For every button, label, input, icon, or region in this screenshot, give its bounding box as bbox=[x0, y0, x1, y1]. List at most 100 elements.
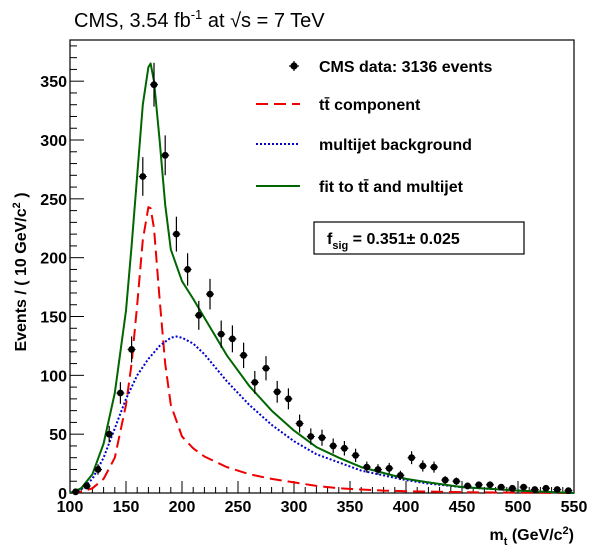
x-tick-label: 350 bbox=[337, 499, 364, 516]
x-tick-label: 400 bbox=[393, 499, 420, 516]
data-point bbox=[497, 483, 506, 491]
data-marker bbox=[318, 434, 326, 442]
data-point bbox=[194, 300, 203, 330]
plot-frame bbox=[69, 39, 575, 494]
y-tick-label: 0 bbox=[58, 486, 67, 503]
data-marker bbox=[441, 476, 449, 484]
data-point bbox=[340, 441, 349, 456]
legend-label-multijet: multijet background bbox=[319, 137, 472, 154]
data-marker bbox=[419, 462, 427, 470]
data-marker bbox=[240, 351, 248, 359]
data-point bbox=[262, 356, 270, 381]
data-marker bbox=[83, 482, 91, 490]
data-point bbox=[407, 451, 416, 465]
data-marker bbox=[385, 464, 393, 472]
legend-label-ttbar: tt̄ component bbox=[319, 96, 421, 114]
data-marker bbox=[553, 486, 561, 493]
data-marker bbox=[542, 484, 550, 492]
legend-item-data: CMS data: 3136 events bbox=[289, 59, 493, 76]
data-marker bbox=[128, 346, 136, 353]
legend-item-fit: fit to tt̄ and multijet bbox=[256, 178, 464, 196]
curves bbox=[69, 62, 575, 494]
curve-dotted bbox=[69, 335, 575, 494]
data-marker bbox=[408, 454, 415, 462]
y-tick-label: 100 bbox=[40, 368, 67, 385]
x-tick-label: 450 bbox=[449, 499, 476, 516]
data-points bbox=[71, 62, 573, 496]
data-marker bbox=[184, 266, 192, 273]
data-point bbox=[206, 278, 214, 310]
data-point bbox=[306, 428, 315, 445]
data-point bbox=[463, 482, 472, 490]
x-tick-label: 500 bbox=[505, 499, 532, 516]
data-point bbox=[508, 484, 517, 492]
data-point bbox=[351, 448, 360, 463]
data-point bbox=[362, 461, 371, 473]
data-marker bbox=[161, 151, 169, 159]
data-point bbox=[82, 482, 91, 490]
data-marker bbox=[475, 481, 483, 489]
y-tick-label: 50 bbox=[49, 427, 67, 444]
data-point bbox=[273, 380, 282, 403]
data-marker bbox=[217, 330, 225, 338]
data-point bbox=[329, 438, 338, 454]
data-marker bbox=[352, 451, 359, 459]
x-tick-label: 550 bbox=[561, 499, 588, 516]
fsig-annotation: fsig = 0.351± 0.025 bbox=[313, 221, 525, 255]
data-marker bbox=[94, 466, 102, 473]
data-marker bbox=[363, 463, 371, 471]
data-point bbox=[239, 342, 248, 369]
data-marker bbox=[497, 483, 505, 491]
legend-label-data: CMS data: 3136 events bbox=[319, 59, 493, 76]
data-marker bbox=[251, 378, 259, 386]
chart-title: CMS, 3.54 fb-1 at √s = 7 TeV bbox=[74, 7, 325, 32]
x-tick-label: 200 bbox=[169, 499, 196, 516]
data-point bbox=[452, 477, 461, 485]
data-point bbox=[396, 470, 405, 480]
curve-solid bbox=[69, 62, 575, 494]
data-point bbox=[542, 484, 550, 492]
data-point bbox=[217, 320, 226, 348]
data-point bbox=[172, 216, 181, 252]
svg-text:fsig = 0.351± 0.025: fsig = 0.351± 0.025 bbox=[327, 231, 460, 252]
data-point bbox=[150, 62, 158, 107]
data-point bbox=[430, 461, 438, 473]
data-point bbox=[138, 157, 147, 196]
y-tick-label: 250 bbox=[40, 192, 67, 209]
data-point bbox=[183, 253, 192, 286]
data-marker bbox=[229, 335, 236, 343]
data-marker bbox=[105, 430, 113, 438]
data-marker bbox=[464, 482, 471, 490]
data-point bbox=[564, 487, 573, 495]
x-axis-label: mt (GeV/c2) bbox=[490, 525, 575, 547]
data-marker bbox=[307, 433, 315, 440]
data-point bbox=[250, 370, 259, 394]
data-point bbox=[228, 325, 237, 353]
x-tick-label: 300 bbox=[281, 499, 308, 516]
data-marker bbox=[374, 466, 382, 473]
data-point bbox=[553, 486, 562, 493]
legend: CMS data: 3136 events tt̄ component mult… bbox=[256, 59, 493, 196]
data-point bbox=[105, 425, 114, 443]
data-marker bbox=[430, 463, 438, 471]
y-tick-label: 300 bbox=[40, 133, 67, 150]
x-tick-label: 100 bbox=[57, 499, 84, 516]
data-point bbox=[161, 135, 170, 176]
data-point bbox=[318, 429, 326, 446]
data-marker bbox=[486, 481, 494, 489]
data-marker bbox=[195, 311, 203, 319]
data-point bbox=[116, 382, 125, 404]
data-point bbox=[474, 481, 483, 489]
data-marker bbox=[531, 486, 539, 493]
data-point bbox=[94, 464, 102, 475]
data-point bbox=[530, 486, 539, 493]
data-point bbox=[127, 336, 136, 363]
data-point bbox=[441, 476, 450, 484]
data-point bbox=[71, 488, 80, 496]
data-marker bbox=[285, 395, 292, 403]
data-marker bbox=[397, 471, 404, 479]
x-tick-label: 250 bbox=[225, 499, 252, 516]
data-marker bbox=[565, 487, 572, 495]
data-point bbox=[385, 462, 394, 474]
